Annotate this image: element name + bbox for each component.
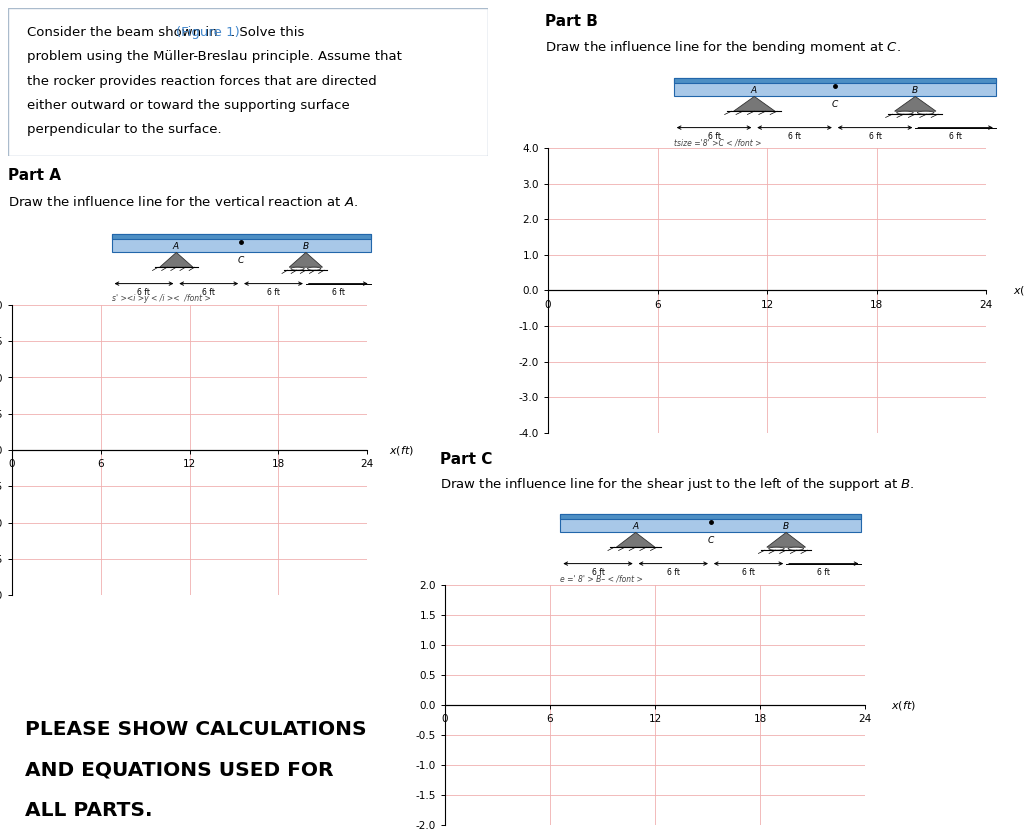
- Text: Draw the influence line for the vertical reaction at $A$.: Draw the influence line for the vertical…: [8, 195, 357, 209]
- Text: AND EQUATIONS USED FOR: AND EQUATIONS USED FOR: [25, 761, 334, 779]
- Text: $B$: $B$: [302, 240, 309, 251]
- Text: PLEASE SHOW CALCULATIONS: PLEASE SHOW CALCULATIONS: [25, 720, 367, 739]
- Bar: [560, 515, 861, 532]
- Text: $B$: $B$: [911, 84, 920, 95]
- Text: (Figure 1): (Figure 1): [176, 26, 240, 39]
- Text: $A$: $A$: [632, 520, 640, 530]
- Text: Part C: Part C: [440, 452, 493, 467]
- Text: problem using the Müller-Breslau principle. Assume that: problem using the Müller-Breslau princip…: [28, 50, 402, 63]
- Text: tsize ='8' >C < /font >: tsize ='8' >C < /font >: [674, 138, 761, 147]
- Text: 6 ft: 6 ft: [332, 287, 345, 297]
- Circle shape: [788, 547, 804, 551]
- Text: Consider the beam shown in: Consider the beam shown in: [28, 26, 222, 39]
- Text: 6 ft: 6 ft: [137, 287, 151, 297]
- Bar: [112, 235, 371, 240]
- Polygon shape: [767, 532, 806, 547]
- Text: $A$: $A$: [751, 84, 759, 95]
- Circle shape: [291, 267, 304, 270]
- Polygon shape: [616, 532, 655, 547]
- Circle shape: [307, 267, 321, 270]
- Polygon shape: [160, 252, 193, 267]
- Bar: [674, 79, 995, 96]
- Polygon shape: [895, 96, 936, 111]
- Text: 6 ft: 6 ft: [267, 287, 280, 297]
- Text: 6 ft: 6 ft: [949, 132, 963, 141]
- Text: e =' 8' > B– < /font >: e =' 8' > B– < /font >: [560, 574, 643, 583]
- Text: Part B: Part B: [545, 13, 598, 28]
- Bar: [560, 515, 861, 520]
- Text: 6 ft: 6 ft: [788, 132, 801, 141]
- Text: 6 ft: 6 ft: [742, 567, 755, 577]
- Text: $x(ft)$: $x(ft)$: [389, 443, 414, 457]
- Text: 6 ft: 6 ft: [667, 567, 680, 577]
- Text: $B$: $B$: [782, 520, 790, 530]
- Bar: [674, 79, 995, 84]
- Text: $A$: $A$: [172, 240, 180, 251]
- Text: 6 ft: 6 ft: [708, 132, 721, 141]
- Text: Part A: Part A: [8, 168, 61, 184]
- Text: $C$: $C$: [830, 98, 839, 109]
- Text: perpendicular to the surface.: perpendicular to the surface.: [28, 123, 222, 137]
- Text: the rocker provides reaction forces that are directed: the rocker provides reaction forces that…: [28, 75, 377, 88]
- Text: Draw the influence line for the bending moment at $C$.: Draw the influence line for the bending …: [545, 39, 901, 56]
- Text: either outward or toward the supporting surface: either outward or toward the supporting …: [28, 99, 350, 112]
- Text: . Solve this: . Solve this: [231, 26, 305, 39]
- Text: ALL PARTS.: ALL PARTS.: [25, 801, 153, 820]
- Text: $C$: $C$: [237, 254, 245, 265]
- Text: $C$: $C$: [707, 534, 715, 545]
- Text: 6 ft: 6 ft: [868, 132, 882, 141]
- Circle shape: [918, 111, 934, 114]
- Text: $x(ft)$: $x(ft)$: [1014, 284, 1024, 297]
- Text: $x(ft)$: $x(ft)$: [891, 699, 916, 711]
- Text: 6 ft: 6 ft: [817, 567, 830, 577]
- Text: 6 ft: 6 ft: [202, 287, 215, 297]
- Text: s' ><i >y < /i ><  /font >: s' ><i >y < /i >< /font >: [112, 294, 211, 303]
- Bar: [112, 235, 371, 252]
- Circle shape: [769, 547, 784, 551]
- Polygon shape: [733, 96, 775, 111]
- Text: 6 ft: 6 ft: [592, 567, 604, 577]
- Polygon shape: [289, 252, 323, 267]
- Circle shape: [897, 111, 913, 114]
- Text: Draw the influence line for the shear just to the left of the support at $B$.: Draw the influence line for the shear ju…: [440, 475, 914, 493]
